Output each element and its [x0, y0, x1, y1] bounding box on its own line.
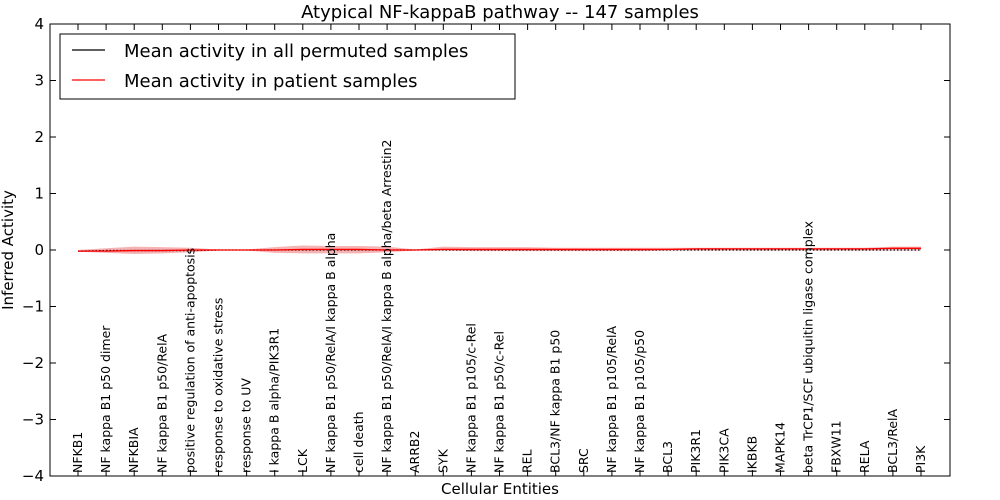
category-label: ARRB2 [407, 431, 422, 473]
category-label: NF kappa B1 p105/RelA [604, 326, 619, 473]
category-label: NF kappa B1 p50/RelA [154, 333, 169, 473]
x-axis-ticks [77, 24, 922, 476]
category-label: NF kappa B1 p105/c-Rel [463, 323, 478, 473]
y-tick-label: −1 [22, 298, 44, 316]
category-label: NF kappa B1 p50/RelA/I kappa B alpha [323, 233, 338, 473]
category-label: I kappa B alpha/PIK3R1 [267, 328, 282, 473]
category-label: MAPK14 [773, 422, 788, 473]
y-axis-label: Inferred Activity [0, 190, 17, 310]
category-label: PIK3R1 [688, 429, 703, 473]
chart-title: Atypical NF-kappaB pathway -- 147 sample… [301, 2, 699, 23]
category-label: NF kappa B1 p50/RelA/I kappa B alpha/bet… [379, 140, 394, 474]
category-label: response to UV [239, 378, 254, 473]
legend-label-patient: Mean activity in patient samples [124, 71, 418, 92]
category-labels: NFKB1 NF kappa B1 p50 dimer NFKBIA NF kappa… [70, 140, 928, 474]
category-label: beta TrCP1/SCF ubiquitin ligase complex [801, 221, 816, 473]
y-tick-label: 1 [34, 185, 44, 203]
y-tick-label: −4 [22, 467, 44, 485]
category-label: response to oxidative stress [211, 298, 226, 473]
category-label: NF kappa B1 p50/c-Rel [492, 331, 507, 473]
category-label: NF kappa B1 p105/p50 [632, 330, 647, 473]
series-line-1 [78, 247, 921, 252]
legend-label-permuted: Mean activity in all permuted samples [124, 41, 468, 62]
y-tick-label: −2 [22, 354, 44, 372]
category-label: LCK [295, 448, 310, 473]
y-axis-ticks: −4 −3 −2 −1 0 1 2 3 4 [22, 15, 950, 485]
category-label: BCL3/NF kappa B1 p50 [548, 330, 563, 473]
y-tick-label: −3 [22, 411, 44, 429]
category-label: RELA [857, 440, 872, 473]
y-tick-label: 3 [34, 72, 44, 90]
category-label: IKBKB [744, 436, 759, 473]
y-tick-label: 2 [34, 128, 44, 146]
category-label: NFKBIA [126, 427, 141, 473]
category-label: FBXW11 [829, 420, 844, 473]
category-label: SYK [435, 448, 450, 473]
category-label: PIK3CA [716, 428, 731, 473]
category-label: REL [520, 449, 535, 473]
y-tick-label: 0 [34, 241, 44, 259]
category-label: cell death [351, 411, 366, 473]
category-label: positive regulation of anti-apoptosis [182, 248, 197, 473]
category-label: NFKB1 [70, 432, 85, 473]
y-tick-label: 4 [34, 15, 44, 33]
series-lines [77, 247, 921, 252]
legend-box [59, 33, 516, 100]
legend: Mean activity in all permuted samples Me… [59, 33, 516, 100]
category-label: BCL3/RelA [885, 409, 900, 473]
category-label: NF kappa B1 p50 dimer [98, 325, 113, 473]
category-label: PI3K [913, 445, 928, 473]
x-axis-label: Cellular Entities [441, 480, 559, 498]
category-label: SRC [576, 448, 591, 473]
category-label: BCL3 [660, 441, 675, 473]
plot-frame [49, 23, 951, 477]
